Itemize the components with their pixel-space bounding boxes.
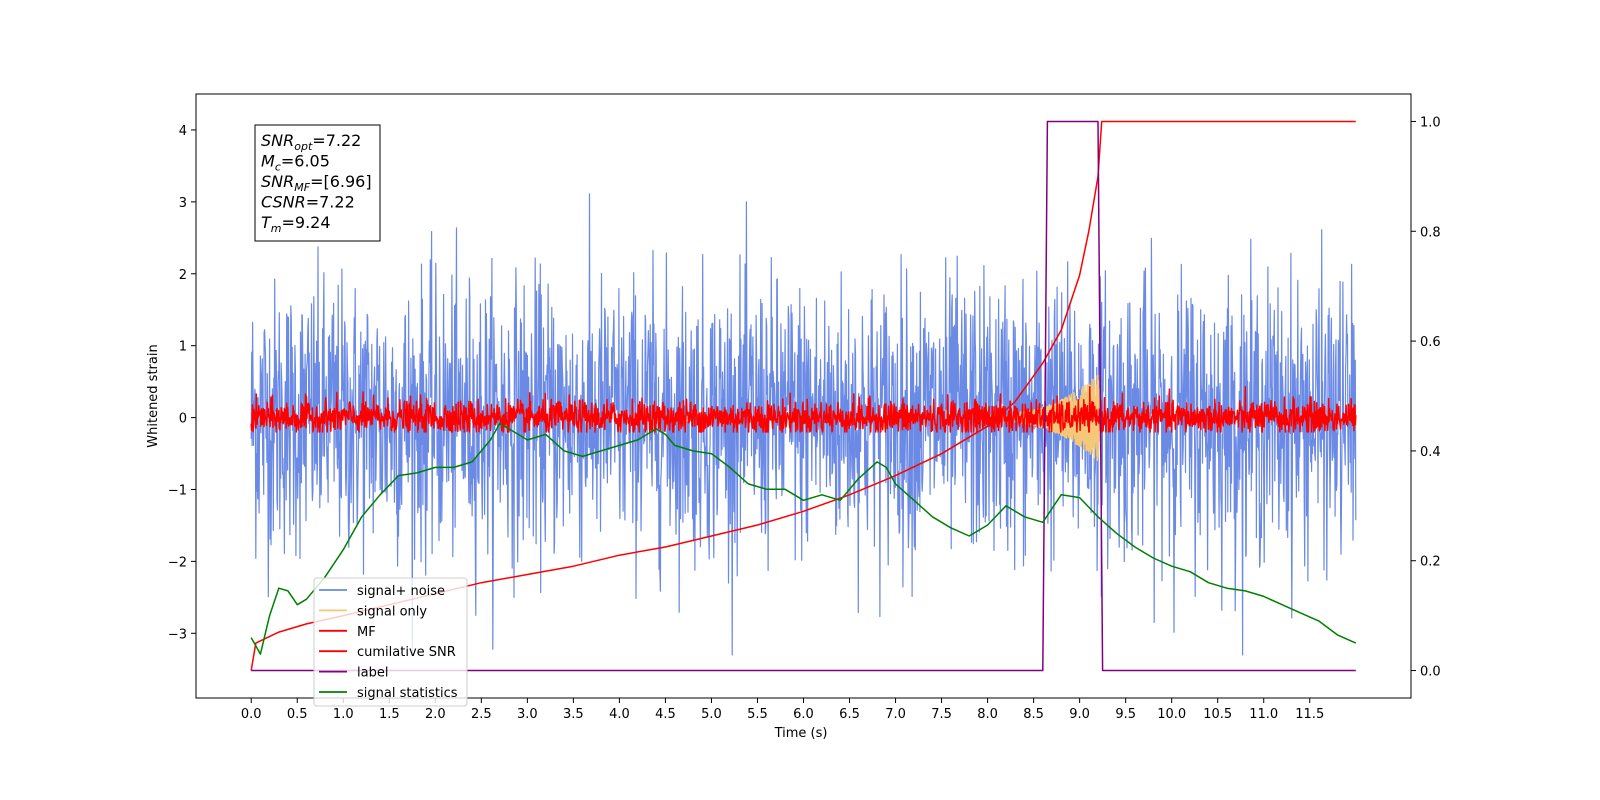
x-tick-label-6: 3.0 <box>517 707 538 722</box>
y-tick-label-1: −2 <box>168 555 187 570</box>
y2-tick-label-5: 1.0 <box>1420 115 1441 130</box>
x-tick-label-7: 3.5 <box>563 707 584 722</box>
y-tick-label-6: 3 <box>179 196 187 211</box>
x-tick-label-8: 4.0 <box>609 707 630 722</box>
x-tick-label-0: 0.0 <box>241 707 262 722</box>
x-tick-label-5: 2.5 <box>471 707 492 722</box>
x-tick-label-17: 8.5 <box>1023 707 1044 722</box>
legend-label-2: MF <box>357 625 376 640</box>
y2-tick-label-2: 0.4 <box>1420 445 1441 460</box>
x-tick-label-19: 9.5 <box>1115 707 1136 722</box>
annotation-line-0: SNRopt=7.22 <box>261 131 361 153</box>
x-tick-label-4: 2.0 <box>425 707 446 722</box>
annotation-value-1: =6.05 <box>281 152 330 171</box>
x-tick-label-18: 9.0 <box>1069 707 1090 722</box>
legend: signal+ noise signal only MF cumilative SNR… <box>313 577 468 707</box>
legend-label-5: signal statistics <box>357 686 458 701</box>
x-tick-label-10: 5.0 <box>701 707 722 722</box>
legend-label-4: label <box>357 666 388 681</box>
legend-label-1: signal only <box>357 604 427 619</box>
x-tick-label-15: 7.5 <box>931 707 952 722</box>
y-tick-label-4: 1 <box>179 340 187 355</box>
x-tick-label-23: 11.5 <box>1295 707 1324 722</box>
x-tick-label-11: 5.5 <box>747 707 768 722</box>
annotation-base-2: SNR <box>261 172 294 191</box>
x-tick-label-20: 10.0 <box>1157 707 1186 722</box>
x-tick-label-3: 1.5 <box>379 707 400 722</box>
y-tick-label-3: 0 <box>179 412 187 427</box>
annotation-line-4: Tm=9.24 <box>261 213 331 235</box>
annotation-base-0: SNR <box>261 131 294 150</box>
legend-frame <box>313 577 468 707</box>
annotation-box: SNRopt=7.22Mc=6.05SNRMF=[6.96]CSNR=7.22T… <box>254 124 381 242</box>
y2-tick-label-1: 0.2 <box>1420 555 1441 570</box>
annotation-base-4: T <box>261 213 272 232</box>
series-line-2 <box>250 385 1357 433</box>
series-line-5 <box>250 422 1357 655</box>
y2-tick-label-0: 0.0 <box>1420 665 1441 680</box>
annotation-value-3: =7.22 <box>306 193 355 212</box>
series-line-0 <box>250 193 1357 656</box>
annotation-base-1: M <box>261 152 275 171</box>
annotation-value-2: =[6.96] <box>310 172 372 191</box>
legend-label-0: signal+ noise <box>357 584 445 599</box>
x-tick-label-2: 1.0 <box>333 707 354 722</box>
y-tick-label-5: 2 <box>179 268 187 283</box>
x-tick-label-22: 11.0 <box>1249 707 1278 722</box>
annotation-sub-1: c <box>275 161 281 174</box>
x-tick-label-13: 6.5 <box>839 707 860 722</box>
annotation-line-1: Mc=6.05 <box>261 152 330 174</box>
y2-tick-label-4: 0.8 <box>1420 225 1441 240</box>
annotation-sub-2: MF <box>294 181 310 194</box>
y-tick-label-0: −3 <box>168 627 187 642</box>
x-tick-label-12: 6.0 <box>793 707 814 722</box>
annotation-base-3: CSNR <box>261 193 306 212</box>
axes-layer: 0.0 0.5 1.0 1.5 2.0 2.5 3.0 3.5 4.0 4.5 5.0 5.5 6.0 6… <box>168 115 1441 722</box>
x-tick-label-9: 4.5 <box>655 707 676 722</box>
x-axis-label: Time (s) <box>774 726 828 741</box>
x-tick-label-14: 7.0 <box>885 707 906 722</box>
legend-label-3: cumilative SNR <box>357 645 456 660</box>
annotation-sub-0: opt <box>294 140 313 153</box>
annotation-value-0: =7.22 <box>312 131 361 150</box>
y-tick-label-2: −1 <box>168 483 187 498</box>
x-tick-label-1: 0.5 <box>287 707 308 722</box>
annotation-line-3: CSNR=7.22 <box>261 193 355 212</box>
y-axis-label: Whitened strain <box>146 344 161 447</box>
y2-tick-label-3: 0.6 <box>1420 335 1441 350</box>
annotation-sub-4: m <box>271 222 282 235</box>
x-tick-label-21: 10.5 <box>1203 707 1232 722</box>
annotation-frame <box>254 124 381 242</box>
y-tick-label-7: 4 <box>179 124 187 139</box>
x-tick-label-16: 8.0 <box>977 707 998 722</box>
annotation-line-2: SNRMF=[6.96] <box>261 172 372 194</box>
series-line-4 <box>251 120 1356 672</box>
annotation-value-4: =9.24 <box>282 213 331 232</box>
